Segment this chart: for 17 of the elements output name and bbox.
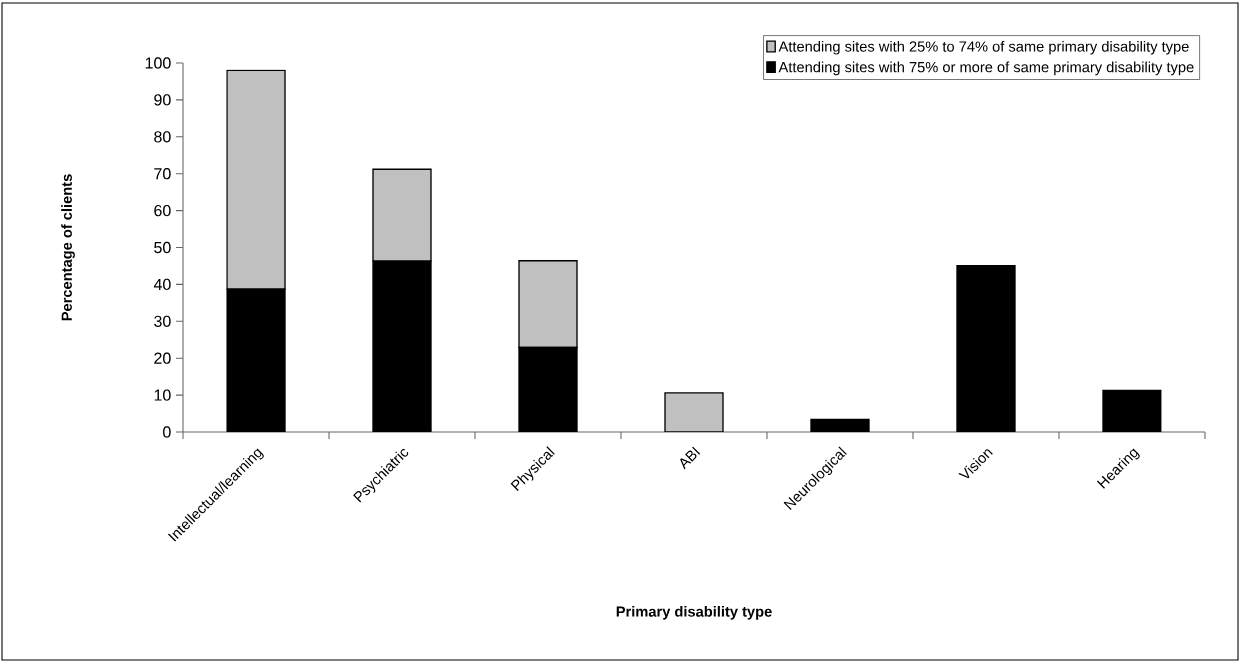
y-tick-label: 0 (163, 426, 171, 438)
y-tick-label: 70 (154, 168, 171, 180)
y-tick-label: 100 (145, 57, 171, 69)
y-tick-label: 80 (154, 131, 171, 143)
y-tick-label: 10 (154, 389, 171, 401)
y-tick-label: 40 (153, 278, 171, 291)
y-tick-label: 90 (154, 94, 171, 106)
y-axis-title: Percentage of clients (61, 174, 75, 321)
x-tick-label: ABI (680, 446, 701, 470)
y-tick-label: 30 (154, 315, 171, 327)
y-tick-label: 50 (154, 241, 171, 254)
y-tick-label: 20 (154, 352, 171, 364)
y-tick-label: 60 (154, 204, 171, 217)
legend-label: Attending sites with 25% to 74% of same primary disability type (778, 40, 1189, 55)
bar (664, 392, 724, 432)
x-axis-title: Primary disability type (616, 605, 772, 620)
legend-label: Attending sites with 75% or more of same primary disability type (778, 61, 1194, 76)
